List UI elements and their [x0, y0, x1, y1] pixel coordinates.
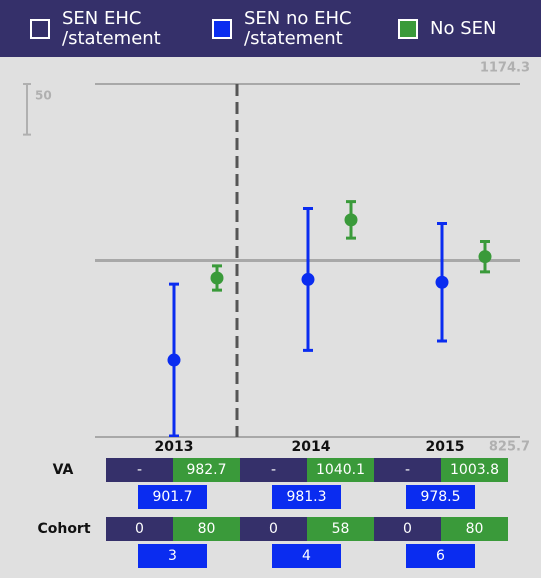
cell-label: 1003.8	[450, 462, 499, 478]
cell	[374, 458, 441, 482]
cell	[307, 458, 374, 482]
cell-label: 981.3	[286, 489, 326, 505]
cell-label: 6	[436, 548, 445, 564]
scale-bar-label: 50	[35, 89, 52, 103]
cell-label: 80	[466, 521, 484, 537]
row-label: VA	[53, 462, 74, 478]
legend-item: SEN no EHC /statement	[212, 0, 352, 57]
cell	[272, 485, 341, 509]
cell-label: 80	[198, 521, 216, 537]
x-tick-label: 2013	[155, 439, 194, 455]
x-tick-label: 2014	[292, 439, 331, 455]
cell	[406, 485, 475, 509]
legend-swatch	[398, 18, 418, 39]
cell	[173, 517, 240, 541]
cell	[173, 458, 240, 482]
cell	[441, 458, 508, 482]
legend-label: No SEN	[430, 17, 497, 39]
cell	[240, 517, 307, 541]
cell-label: 901.7	[152, 489, 192, 505]
cell-label: 1040.1	[316, 462, 365, 478]
x-tick-label: 2015	[426, 439, 465, 455]
point	[301, 272, 315, 286]
y-tick-label: 825.7	[489, 440, 530, 455]
cell	[406, 544, 475, 568]
point	[210, 271, 224, 285]
cell	[307, 517, 374, 541]
legend-label: SEN EHC /statement	[62, 7, 161, 49]
point	[478, 250, 492, 264]
scale-bar	[23, 83, 31, 136]
cell-label: 0	[403, 521, 412, 537]
legend-swatch	[212, 18, 232, 39]
point	[344, 213, 358, 227]
cell	[138, 485, 207, 509]
cell	[106, 458, 173, 482]
cell	[374, 517, 441, 541]
legend-swatch	[30, 18, 50, 39]
legend-label: SEN no EHC /statement	[244, 7, 352, 49]
cell-label: 982.7	[186, 462, 226, 478]
cell	[138, 544, 207, 568]
cell-label: -	[405, 462, 410, 478]
cell-label: 3	[168, 548, 177, 564]
cell-label: 0	[269, 521, 278, 537]
cell-label: 58	[332, 521, 350, 537]
cell-label: -	[271, 462, 276, 478]
legend-item: SEN EHC /statement	[30, 0, 161, 57]
point	[435, 275, 449, 289]
cell-label: -	[137, 462, 142, 478]
legend-item: No SEN	[398, 0, 496, 57]
point	[167, 353, 181, 367]
cell-label: 978.5	[420, 489, 460, 505]
cell-label: 0	[135, 521, 144, 537]
cell	[441, 517, 508, 541]
legend: SEN EHC /statement SEN no EHC /statement N…	[0, 0, 541, 57]
row-label: Cohort	[37, 521, 90, 537]
y-tick-label: 1174.3	[480, 61, 530, 76]
cell	[272, 544, 341, 568]
cell	[106, 517, 173, 541]
cell-label: 4	[302, 548, 311, 564]
cell	[240, 458, 307, 482]
